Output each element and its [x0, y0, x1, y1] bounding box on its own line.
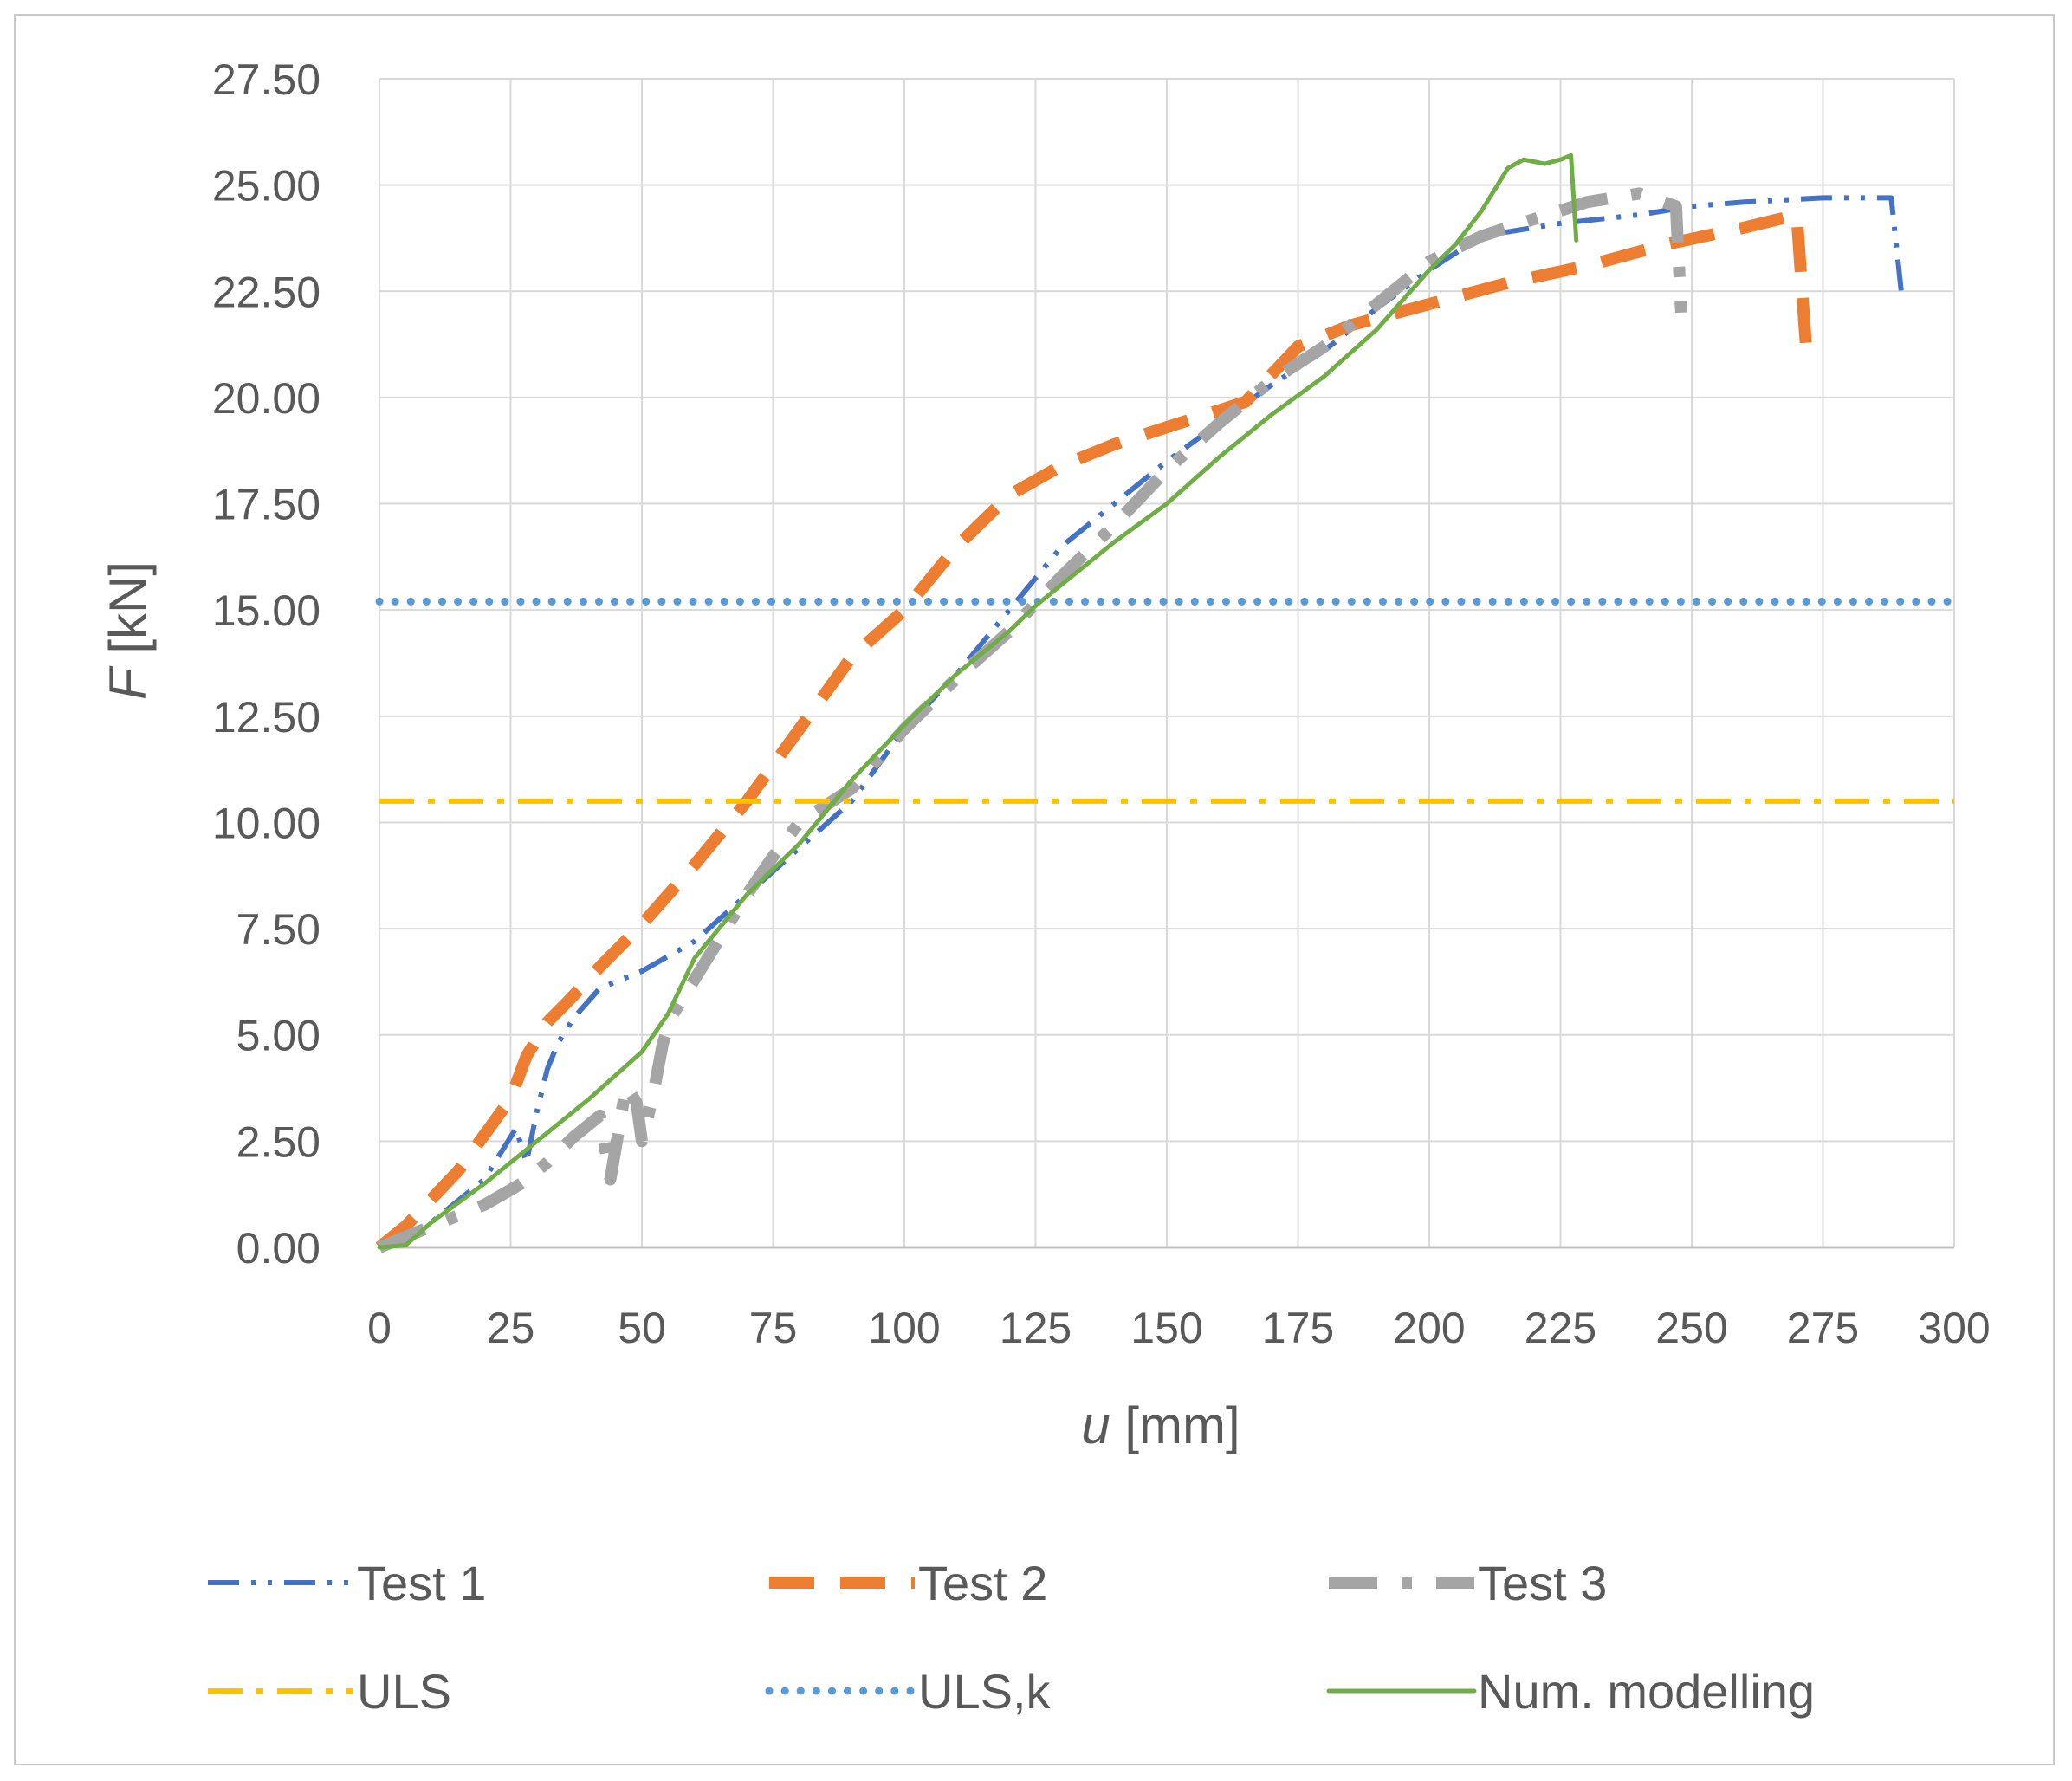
figure-frame [14, 14, 2055, 1765]
x-tick-label: 200 [1393, 1304, 1465, 1352]
series-line-test-3 [377, 187, 1687, 1253]
x-tick-label: 300 [1918, 1304, 1990, 1352]
series-line-test-1 [378, 195, 1905, 1250]
y-tick-label: 17.50 [212, 481, 321, 529]
y-tick-label: 0.00 [236, 1224, 321, 1273]
y-tick-label: 22.50 [212, 268, 321, 316]
y-tick-labels: 0.00 2.50 5.00 7.50 10.00 12.50 15.00 17.50 20.0… [212, 55, 321, 1273]
y-tick-label: 12.50 [212, 693, 321, 742]
x-tick-label: 250 [1655, 1304, 1727, 1352]
y-tick-label: 5.00 [236, 1012, 321, 1060]
x-tick-label: 175 [1262, 1304, 1334, 1352]
legend-label: Num. modelling [1478, 1664, 1815, 1719]
y-tick-label: 15.00 [212, 586, 321, 635]
y-tick-label: 2.50 [236, 1117, 321, 1166]
x-axis-title: u [mm] [1081, 1396, 1240, 1454]
x-tick-label: 100 [868, 1304, 940, 1352]
x-tick-label: 75 [749, 1304, 798, 1352]
x-tick-label: 50 [618, 1304, 666, 1352]
y-axis-unit: [kN] [99, 561, 157, 668]
y-axis-title: F [kN] [99, 561, 157, 700]
x-tick-label: 150 [1130, 1304, 1202, 1352]
series-line-num-modelling [377, 152, 1579, 1250]
legend-label: ULS,k [918, 1664, 1051, 1719]
x-tick-label: 125 [1000, 1304, 1072, 1352]
x-axis-unit: [mm] [1110, 1396, 1240, 1454]
y-tick-label: 7.50 [236, 905, 321, 954]
legend: Test 1 Test 2 Test 3 ULS ULS,k Num. modelling [208, 1556, 1815, 1719]
x-tick-label: 25 [487, 1304, 535, 1352]
x-tick-label: 225 [1525, 1304, 1596, 1352]
gridlines [379, 78, 1955, 1248]
y-tick-label: 20.00 [212, 374, 321, 423]
legend-label: ULS [357, 1664, 451, 1719]
y-tick-label: 10.00 [212, 799, 321, 847]
x-axis-var: u [1081, 1396, 1110, 1454]
y-tick-label: 25.00 [212, 162, 321, 210]
x-tick-label: 275 [1787, 1304, 1859, 1352]
x-tick-labels: 0 25 50 75 100 125 150 175 200 225 250 275 300 [367, 1304, 1991, 1352]
series-line-test-2 [375, 209, 1814, 1253]
x-tick-label: 0 [367, 1304, 392, 1352]
y-tick-label: 27.50 [212, 55, 321, 104]
legend-label: Test 3 [1478, 1556, 1607, 1610]
y-axis-var: F [99, 665, 157, 700]
series-lines [375, 152, 1959, 1253]
legend-label: Test 2 [918, 1556, 1047, 1610]
legend-label: Test 1 [357, 1556, 486, 1610]
